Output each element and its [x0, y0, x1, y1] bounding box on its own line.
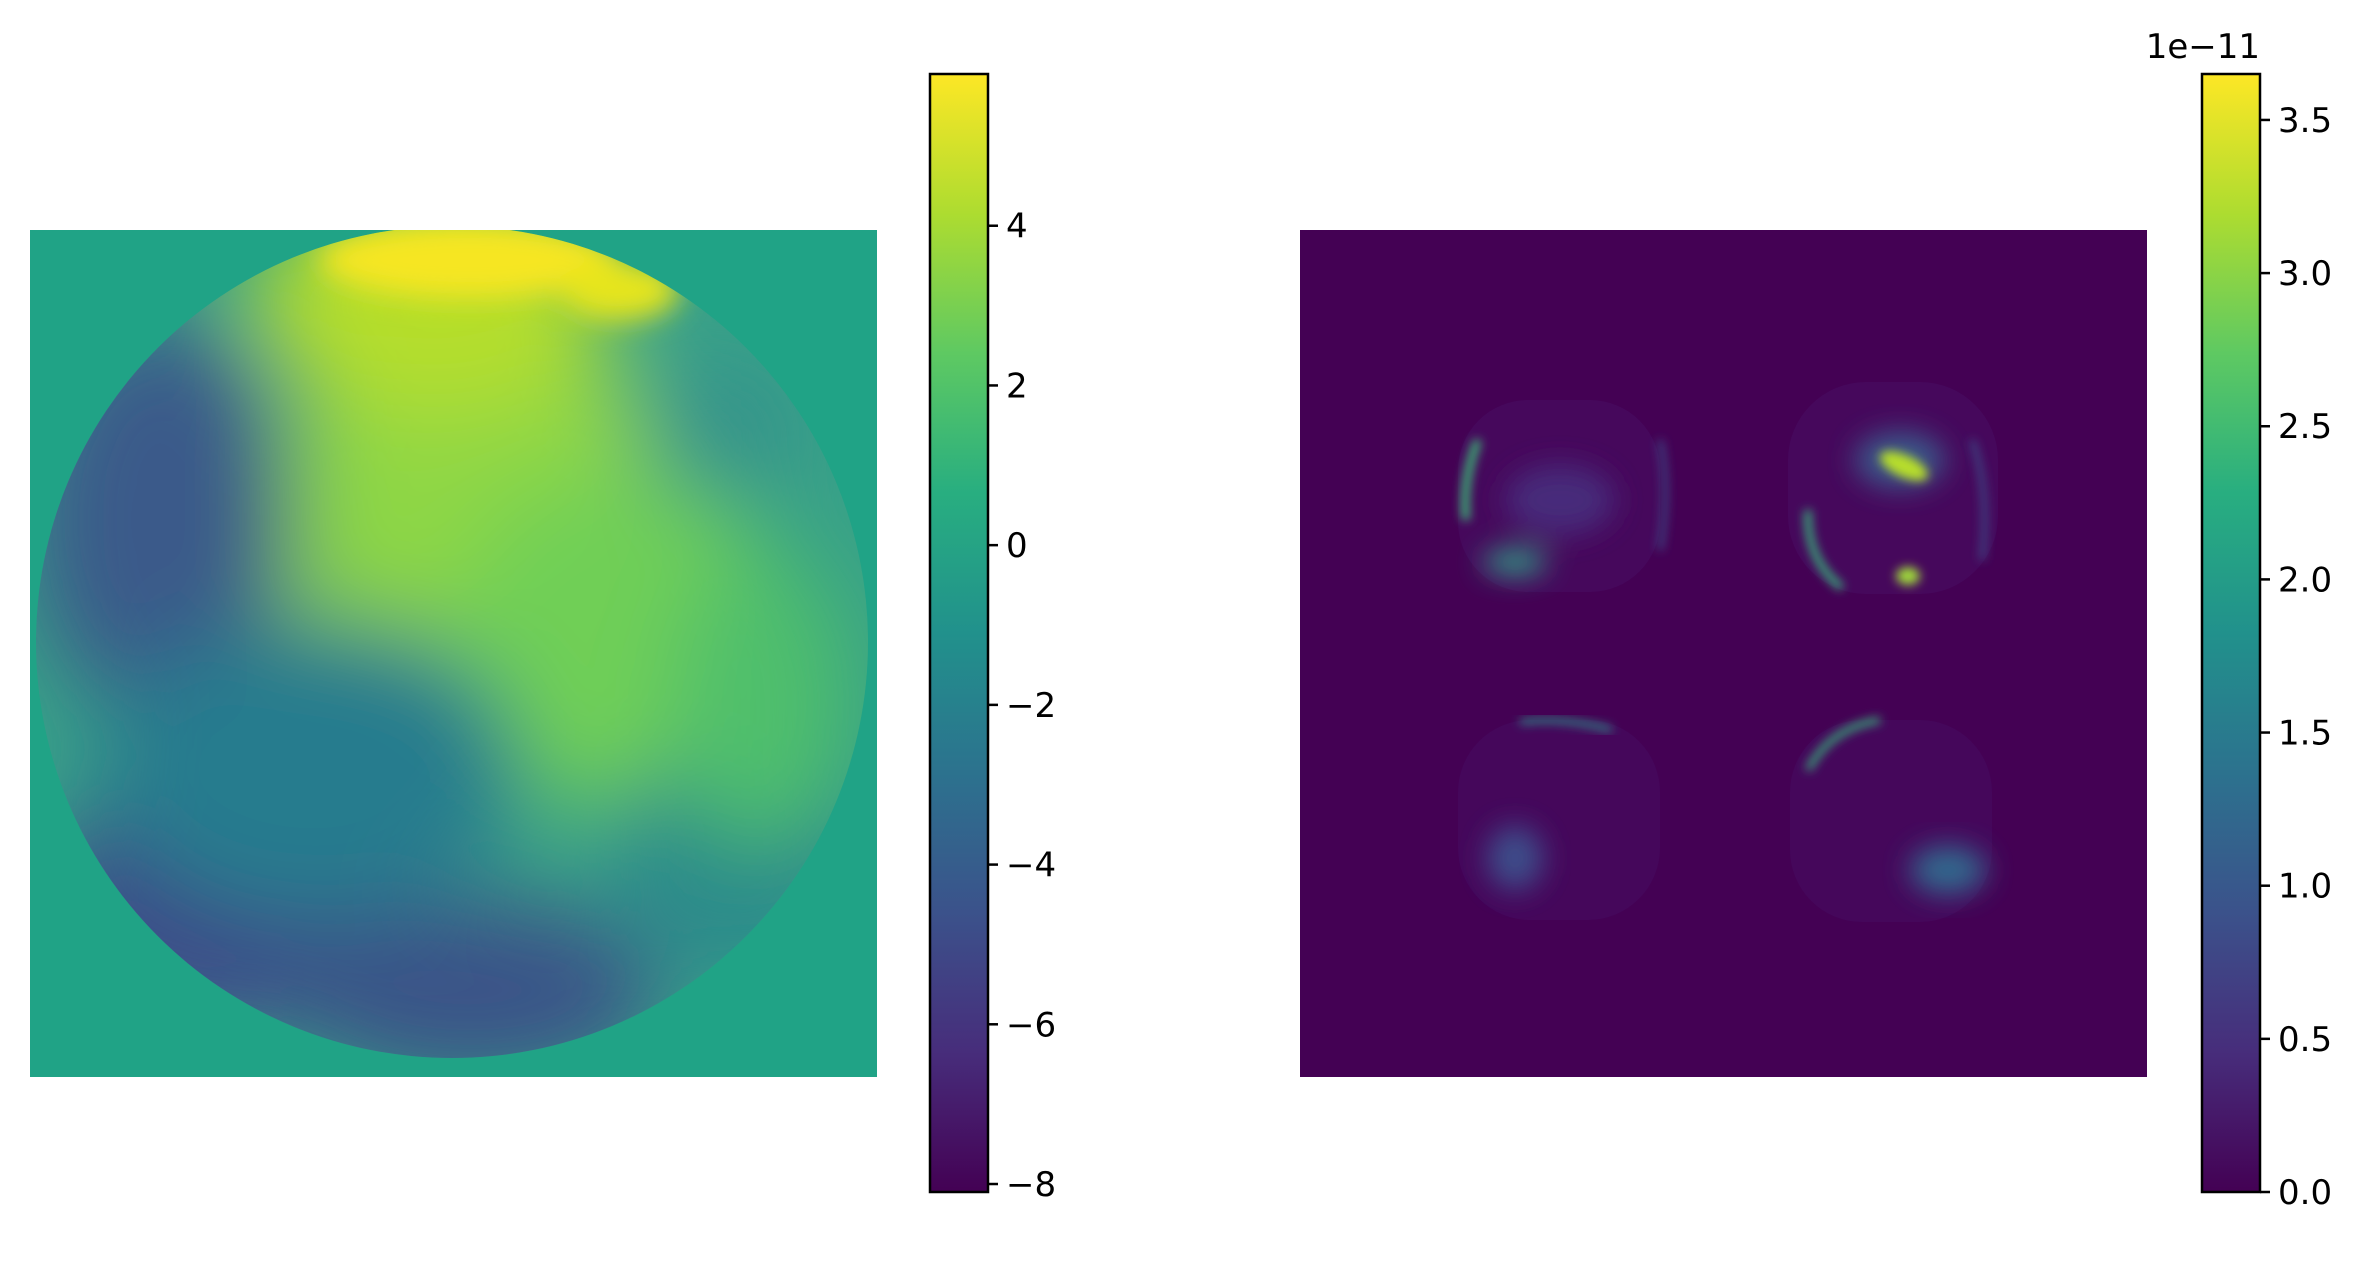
colorbar-tick-label: 4	[1006, 207, 1028, 247]
right-colorbar-ticks: 0.0 0.5 1.0 1.5 2.0 2.5 3.0 3.5	[2260, 101, 2332, 1213]
right-colorbar-offset-text: 1e−11	[2146, 27, 2260, 67]
colorbar-tick-label: −6	[1006, 1005, 1056, 1045]
right-colorbar: 0.0 0.5 1.0 1.5 2.0 2.5 3.0 3.5 1e−11	[2146, 27, 2332, 1213]
colorbar-tick-label: −8	[1006, 1165, 1056, 1205]
colorbar-tick-label: 1.5	[2278, 714, 2332, 754]
left-colorbar-ticks: −8 −6 −4 −2 0 2 4	[988, 207, 1056, 1205]
left-colorbar: −8 −6 −4 −2 0 2 4	[928, 72, 1056, 1205]
left-colorbar-gradient	[928, 72, 990, 1194]
colorbar-tick-label: 0.5	[2278, 1020, 2332, 1060]
colorbar-tick-label: 0.0	[2278, 1173, 2332, 1213]
pupil-bottom-right	[1790, 717, 1992, 922]
colorbar-tick-label: −4	[1006, 846, 1056, 886]
colorbar-tick-label: 2.5	[2278, 407, 2332, 447]
right-heatmap	[1300, 230, 2147, 1077]
right-colorbar-gradient	[2200, 72, 2262, 1194]
colorbar-tick-label: 0	[1006, 526, 1028, 566]
left-heatmap-disk	[36, 230, 868, 1058]
right-heatmap-background	[1300, 230, 2147, 1077]
colorbar-tick-label: 2	[1006, 366, 1028, 406]
pupil-bottom-left	[1458, 717, 1660, 920]
left-heatmap	[30, 230, 877, 1077]
pupil-top-left	[1458, 400, 1668, 592]
colorbar-tick-label: −2	[1006, 686, 1056, 726]
colorbar-tick-label: 3.0	[2278, 254, 2332, 294]
pupil-top-right	[1788, 382, 1998, 594]
colorbar-tick-label: 3.5	[2278, 101, 2332, 141]
colorbar-tick-label: 1.0	[2278, 867, 2332, 907]
colorbar-tick-label: 2.0	[2278, 560, 2332, 600]
